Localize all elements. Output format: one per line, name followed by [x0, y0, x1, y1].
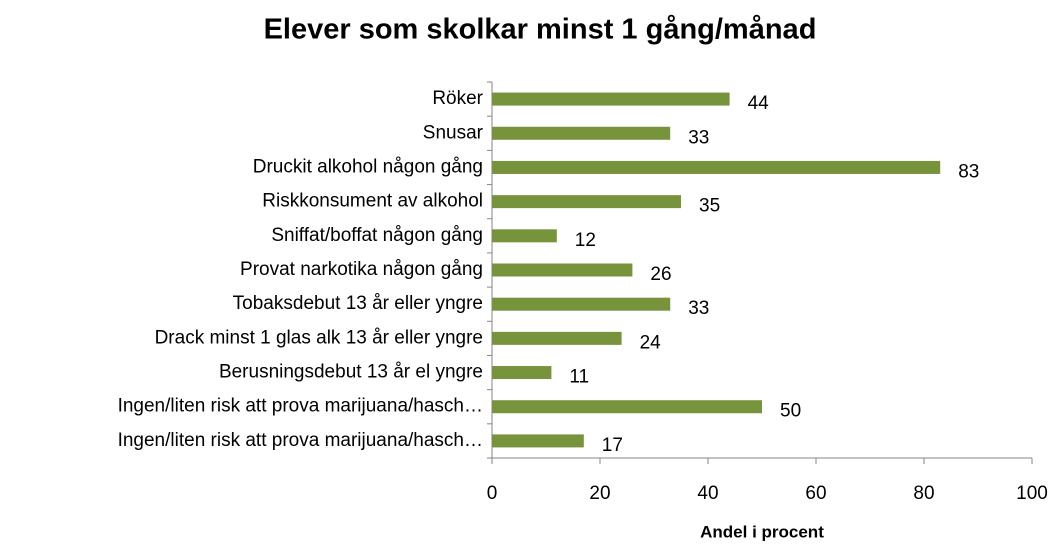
data-label: 17	[602, 435, 623, 456]
y-tick-label: Ingen/liten risk att prova marijuana/has…	[118, 430, 483, 451]
bar	[492, 195, 681, 209]
x-tick-label: 0	[487, 483, 498, 504]
y-tick-label: Berusningsdebut 13 år el yngre	[219, 362, 483, 383]
y-tick-label: Druckit alkohol någon gång	[253, 156, 483, 177]
data-label: 26	[650, 264, 671, 285]
bar	[492, 126, 671, 140]
bar	[492, 331, 622, 345]
y-tick-label: Provat narkotika någon gång	[240, 259, 483, 280]
data-label: 44	[748, 93, 770, 114]
bar	[492, 263, 633, 277]
y-tick-label: Drack minst 1 glas alk 13 år eller yngre	[155, 327, 483, 348]
y-tick-label: Röker	[432, 88, 483, 109]
x-tick-label: 60	[805, 483, 826, 504]
bar	[492, 400, 762, 414]
x-axis-label: Andel i procent	[700, 522, 824, 541]
data-label: 24	[640, 332, 662, 353]
y-tick-label: Riskkonsument av alkohol	[262, 191, 483, 212]
bar	[492, 366, 552, 380]
x-tick-label: 80	[913, 483, 934, 504]
bar	[492, 229, 557, 243]
chart-title: Elever som skolkar minst 1 gång/månad	[264, 14, 817, 46]
bar	[492, 297, 671, 311]
data-label: 12	[575, 230, 596, 251]
data-label: 11	[569, 367, 589, 388]
y-tick-label: Ingen/liten risk att prova marijuana/has…	[118, 396, 483, 417]
data-label: 35	[699, 196, 720, 217]
data-label: 50	[780, 401, 801, 422]
x-tick-label: 100	[1016, 483, 1048, 504]
x-tick-label: 40	[697, 483, 718, 504]
bar	[492, 92, 730, 106]
x-tick-label: 20	[589, 483, 610, 504]
data-label: 33	[688, 127, 709, 148]
y-tick-label: Tobaksdebut 13 år eller yngre	[233, 293, 483, 314]
y-tick-label: Sniffat/boffat någon gång	[271, 225, 483, 246]
bar	[492, 434, 584, 448]
data-label: 83	[958, 161, 979, 182]
y-tick-label: Snusar	[423, 122, 484, 143]
bar	[492, 160, 941, 174]
data-label: 33	[688, 298, 709, 319]
